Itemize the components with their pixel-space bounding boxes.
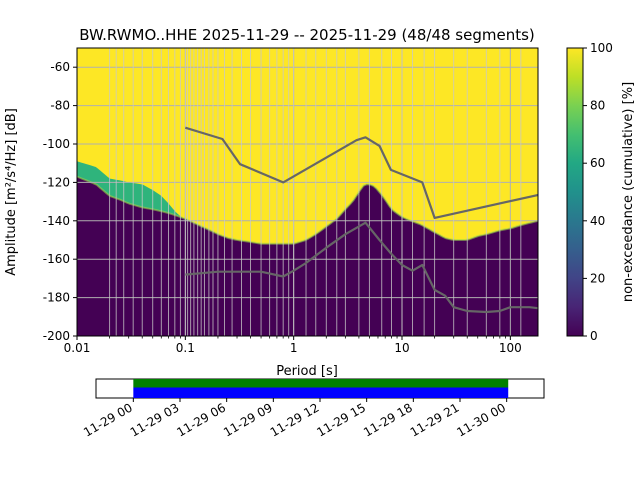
time-tick-label: 11-29 21 <box>408 400 462 439</box>
y-tick-label: -140 <box>43 214 70 228</box>
colorbar-tick-label: 0 <box>590 329 598 343</box>
heatmap-low-region <box>77 176 538 336</box>
y-tick-label: -60 <box>50 60 70 74</box>
y-axis-label: Amplitude [m²/s⁴/Hz] [dB] <box>4 108 19 276</box>
y-tick-label: -100 <box>43 137 70 151</box>
low-noise-model-line <box>185 221 538 314</box>
x-tick-label: 10 <box>394 341 409 355</box>
y-axis: -200 -180 -160 -140 -120 -100 -80 -60 <box>43 60 77 343</box>
y-tick-label: -160 <box>43 252 70 266</box>
time-tick-label: 11-30 00 <box>454 400 508 439</box>
availability-bars <box>133 379 509 398</box>
availability-bar-psd <box>133 387 509 398</box>
time-tick-label: 11-29 06 <box>174 400 228 439</box>
y-tick-label: -80 <box>50 99 70 113</box>
colorbar-tick-label: 60 <box>590 156 605 170</box>
psd-plot-area <box>77 48 538 336</box>
high-noise-model-line <box>184 126 538 219</box>
availability-bar-data <box>133 379 509 388</box>
noise-model-lines <box>184 126 538 314</box>
colorbar: 0 20 40 60 80 100 non-exceedance (cumulative)… <box>566 41 636 343</box>
colorbar-tick-label: 40 <box>590 214 605 228</box>
heatmap-fringe <box>77 175 538 245</box>
x-tick-label: 1 <box>290 341 298 355</box>
colorbar-tick-label: 20 <box>590 271 605 285</box>
time-tick-label: 11-29 15 <box>314 400 368 439</box>
x-tick-label: 0.01 <box>64 341 91 355</box>
grid-layer <box>77 48 538 336</box>
colorbar-ticks: 0 20 40 60 80 100 <box>583 41 613 343</box>
time-tick-label: 11-29 18 <box>361 400 415 439</box>
colorbar-tick-label: 80 <box>590 99 605 113</box>
time-tick-label: 11-29 03 <box>128 400 182 439</box>
x-tick-label: 100 <box>499 341 522 355</box>
heatmap-teal-band <box>77 161 218 239</box>
y-tick-label: -180 <box>43 291 70 305</box>
x-tick-label: 0.1 <box>176 341 195 355</box>
time-tick-label: 11-29 09 <box>221 400 275 439</box>
y-tick-label: -200 <box>43 329 70 343</box>
y-tick-label: -120 <box>43 175 70 189</box>
colorbar-tick-label: 100 <box>590 41 613 55</box>
heatmap-layer <box>77 161 538 336</box>
time-tick-label: 11-29 00 <box>81 400 135 439</box>
plot-frame <box>76 47 539 337</box>
x-axis-label: Period [s] <box>276 364 338 379</box>
chart-title: BW.RWMO..HHE 2025-11-29 -- 2025-11-29 (4… <box>79 26 535 44</box>
period-bin-lines <box>109 48 522 336</box>
colorbar-label: non-exceedance (cumulative) [%] <box>621 82 636 302</box>
time-tick-label: 11-29 12 <box>268 400 322 439</box>
colorbar-gradient <box>566 47 584 337</box>
x-axis: 0.01 0.1 1 10 100 <box>64 336 522 355</box>
